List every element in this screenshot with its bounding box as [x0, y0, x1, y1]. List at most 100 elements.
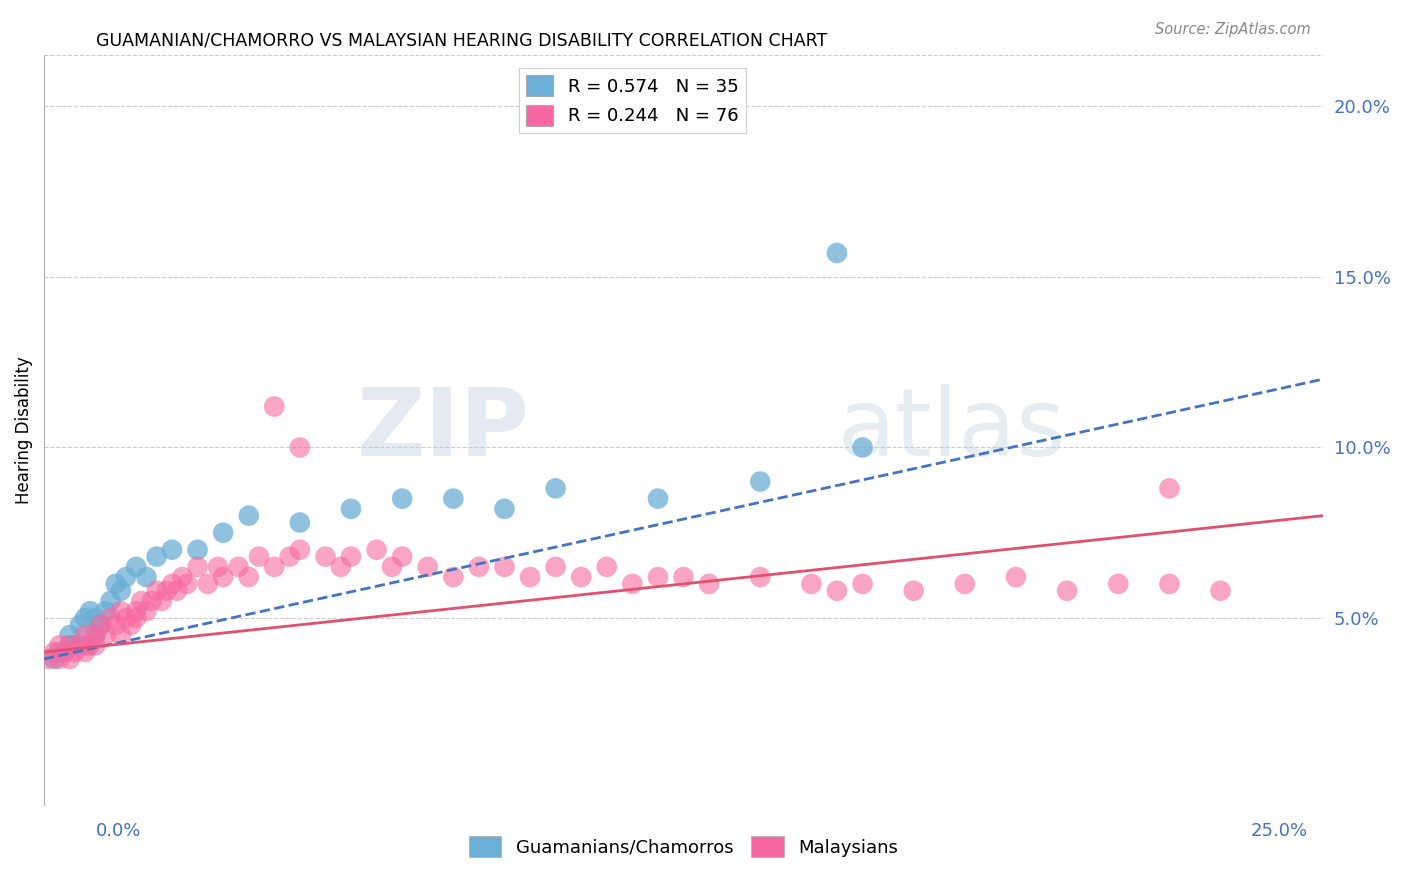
- Point: [100, 594, 122, 608]
- Point: [207, 559, 229, 574]
- Point: [1056, 583, 1078, 598]
- Point: [366, 542, 388, 557]
- Point: [263, 400, 285, 414]
- Point: [1159, 577, 1181, 591]
- Point: [89, 617, 111, 632]
- Point: [391, 491, 413, 506]
- Point: [53, 645, 76, 659]
- Point: [110, 583, 132, 598]
- Point: [288, 516, 311, 530]
- Point: [228, 559, 250, 574]
- Point: [38, 652, 60, 666]
- Point: [187, 559, 209, 574]
- Text: GUAMANIAN/CHAMORRO VS MALAYSIAN HEARING DISABILITY CORRELATION CHART: GUAMANIAN/CHAMORRO VS MALAYSIAN HEARING …: [96, 31, 827, 49]
- Point: [441, 491, 464, 506]
- Point: [53, 645, 76, 659]
- Point: [825, 583, 848, 598]
- Point: [160, 542, 183, 557]
- Point: [544, 482, 567, 496]
- Point: [278, 549, 301, 564]
- Point: [314, 549, 336, 564]
- Point: [288, 441, 311, 455]
- Point: [494, 559, 516, 574]
- Point: [176, 577, 198, 591]
- Point: [125, 604, 148, 618]
- Point: [381, 559, 404, 574]
- Point: [1159, 482, 1181, 496]
- Point: [749, 475, 772, 489]
- Point: [145, 549, 167, 564]
- Point: [84, 611, 107, 625]
- Point: [59, 652, 82, 666]
- Point: [125, 611, 148, 625]
- Point: [110, 628, 132, 642]
- Text: atlas: atlas: [837, 384, 1066, 476]
- Point: [621, 577, 644, 591]
- Point: [150, 594, 173, 608]
- Point: [800, 577, 823, 591]
- Point: [69, 617, 91, 632]
- Point: [647, 570, 669, 584]
- Point: [48, 652, 70, 666]
- Point: [79, 604, 101, 618]
- Point: [129, 594, 152, 608]
- Point: [596, 559, 619, 574]
- Point: [391, 549, 413, 564]
- Point: [1209, 583, 1232, 598]
- Point: [125, 559, 148, 574]
- Point: [468, 559, 491, 574]
- Point: [238, 570, 260, 584]
- Text: ZIP: ZIP: [357, 384, 530, 476]
- Point: [212, 570, 235, 584]
- Point: [825, 246, 848, 260]
- Point: [84, 638, 107, 652]
- Point: [104, 617, 127, 632]
- Point: [135, 570, 157, 584]
- Point: [115, 611, 138, 625]
- Text: 0.0%: 0.0%: [96, 822, 141, 840]
- Point: [569, 570, 592, 584]
- Point: [903, 583, 925, 598]
- Point: [63, 645, 86, 659]
- Point: [263, 559, 285, 574]
- Point: [160, 577, 183, 591]
- Point: [59, 638, 82, 652]
- Point: [851, 577, 873, 591]
- Point: [166, 583, 188, 598]
- Point: [44, 652, 66, 666]
- Point: [145, 583, 167, 598]
- Point: [79, 638, 101, 652]
- Point: [115, 570, 138, 584]
- Point: [100, 611, 122, 625]
- Point: [340, 549, 363, 564]
- Text: 25.0%: 25.0%: [1250, 822, 1308, 840]
- Point: [59, 638, 82, 652]
- Point: [247, 549, 270, 564]
- Point: [329, 559, 352, 574]
- Point: [1107, 577, 1129, 591]
- Point: [156, 583, 179, 598]
- Point: [953, 577, 976, 591]
- Point: [104, 577, 127, 591]
- Point: [73, 638, 96, 652]
- Point: [73, 611, 96, 625]
- Point: [647, 491, 669, 506]
- Point: [212, 525, 235, 540]
- Point: [340, 501, 363, 516]
- Point: [416, 559, 439, 574]
- Point: [84, 628, 107, 642]
- Point: [197, 577, 219, 591]
- Point: [697, 577, 720, 591]
- Point: [69, 638, 91, 652]
- Point: [494, 501, 516, 516]
- Point: [73, 628, 96, 642]
- Point: [851, 441, 873, 455]
- Point: [544, 559, 567, 574]
- Point: [63, 638, 86, 652]
- Point: [1005, 570, 1028, 584]
- Point: [120, 617, 142, 632]
- Legend: R = 0.574   N = 35, R = 0.244   N = 76: R = 0.574 N = 35, R = 0.244 N = 76: [519, 68, 745, 133]
- Y-axis label: Hearing Disability: Hearing Disability: [15, 357, 32, 504]
- Point: [48, 645, 70, 659]
- Point: [238, 508, 260, 523]
